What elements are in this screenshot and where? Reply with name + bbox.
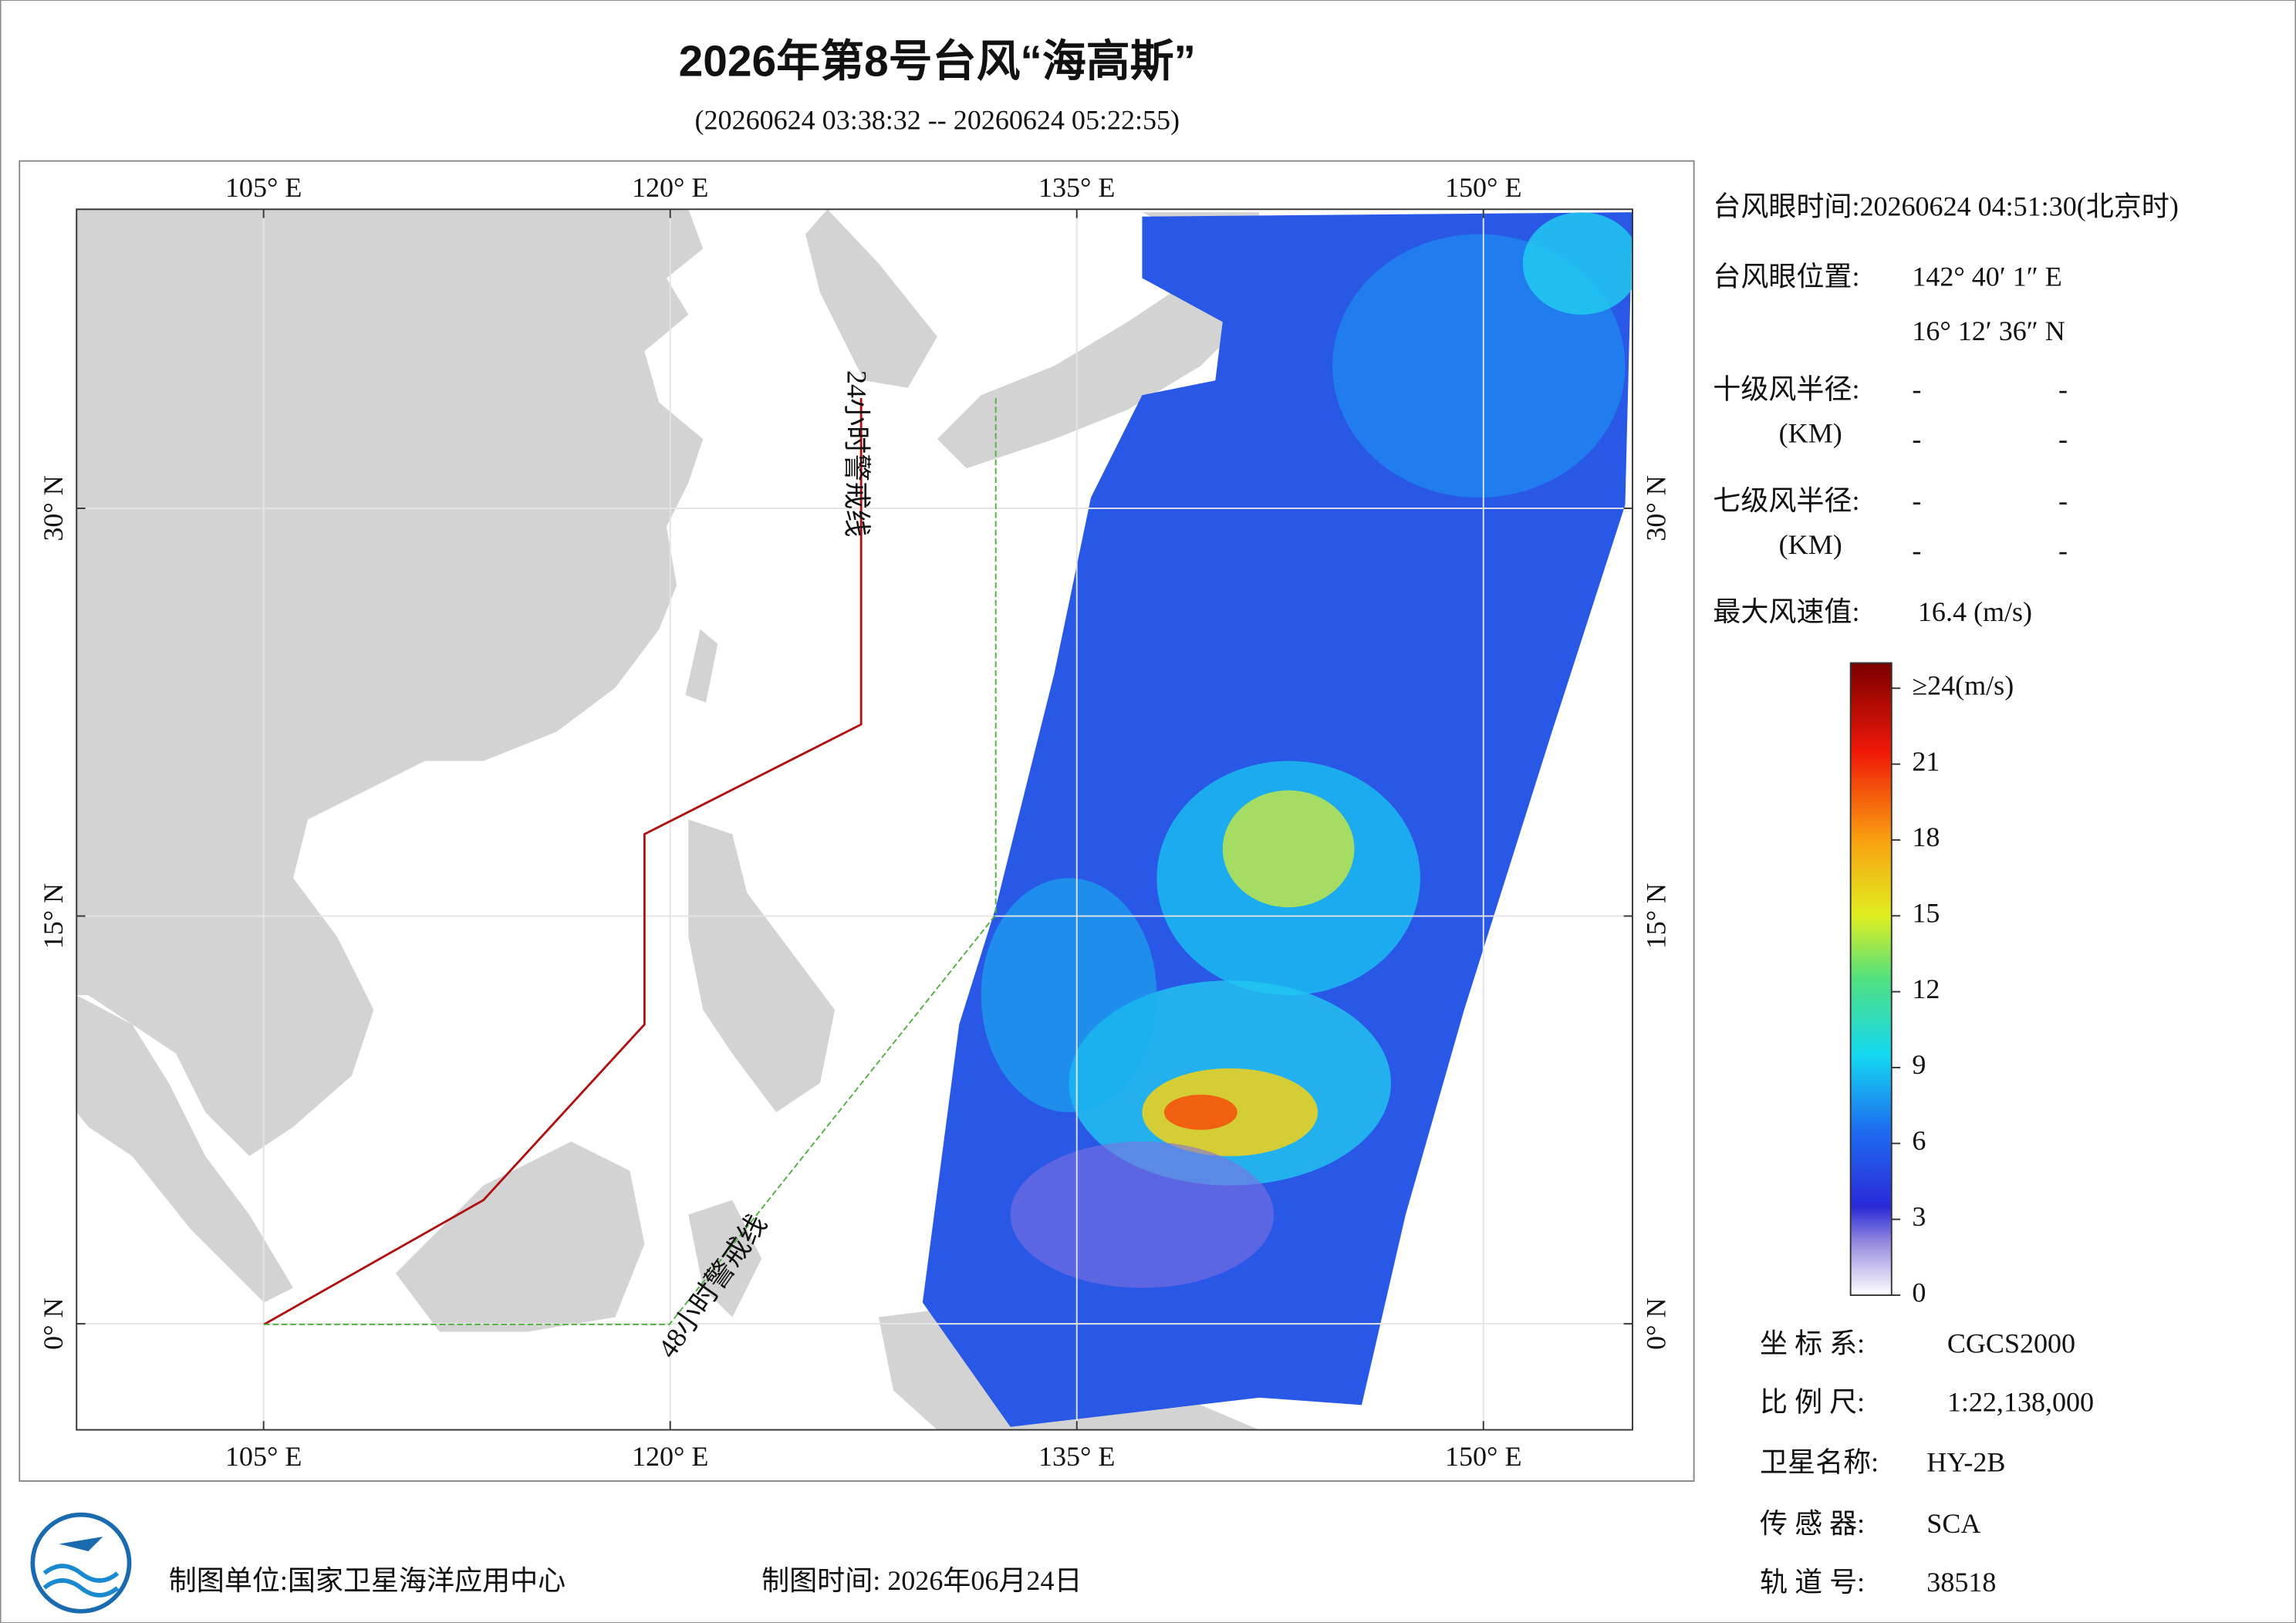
dash: -: [1912, 535, 1921, 565]
philippines: [688, 819, 835, 1112]
sensor-label: 传 感 器:: [1760, 1508, 1865, 1539]
max-label: 最大风速值:: [1713, 596, 1859, 627]
wind-swath: [922, 212, 1633, 1427]
dash: -: [1912, 423, 1921, 454]
colorbar-label: 12: [1912, 973, 1940, 1004]
lon-label: 120° E: [632, 172, 708, 203]
warning-line-48h: [264, 398, 997, 1325]
lon-label: 120° E: [632, 1441, 708, 1472]
colorbar-label: 6: [1912, 1125, 1926, 1156]
sat: HY-2B: [1926, 1446, 2005, 1477]
malay-sumatra: [76, 995, 294, 1303]
lon-label: 105° E: [225, 1441, 302, 1472]
colorbar-ticks: 0 3 6 9 12 15 18 21 ≥24(m/s): [1891, 670, 2014, 1308]
scale: 1:22,138,000: [1947, 1387, 2094, 1418]
r7-label: 七级风半径:: [1713, 485, 1859, 516]
japan: [937, 212, 1260, 469]
colorbar-label: 21: [1912, 746, 1940, 777]
swath-patch: [1010, 1141, 1275, 1288]
km-unit: (KM): [1779, 418, 1842, 449]
korea: [805, 209, 937, 388]
logo-satellite: [59, 1537, 103, 1552]
sulawesi: [688, 1200, 762, 1318]
logo: [30, 1512, 132, 1614]
km-unit: (KM): [1779, 529, 1842, 560]
orbit: 38518: [1926, 1567, 1996, 1598]
sensor: SCA: [1926, 1508, 1980, 1539]
lat-label: 30° N: [38, 475, 69, 541]
colorbar-label: 15: [1912, 898, 1940, 929]
logo-ring: [30, 1512, 132, 1614]
logo-waves: [42, 1564, 120, 1598]
dash: -: [1912, 485, 1921, 516]
colorbar-label: 3: [1912, 1201, 1926, 1232]
map-frame: [19, 160, 1695, 1482]
colorbar-label: 9: [1912, 1049, 1926, 1080]
dash: -: [2058, 374, 2068, 405]
lat-label: 30° N: [1640, 475, 1671, 541]
swath-patch: [981, 878, 1157, 1112]
lat-label: 15° N: [1640, 883, 1671, 949]
colorbar: [1849, 662, 1893, 1296]
lat-label: 0° N: [38, 1297, 69, 1349]
swath-patch: [1163, 1095, 1237, 1130]
eye-pos-label: 台风眼位置:: [1713, 262, 1859, 292]
orbit-label: 轨 道 号:: [1760, 1567, 1865, 1598]
dash: -: [2058, 535, 2068, 565]
subtitle: (20260624 03:38:32 -- 20260624 05:22:55): [695, 105, 1180, 136]
swath-patch: [1522, 212, 1633, 315]
borneo: [395, 1141, 645, 1332]
land: [76, 209, 1260, 1430]
dash: -: [2058, 423, 2068, 454]
warning-line-24h: [263, 398, 863, 1326]
dash: -: [1912, 374, 1921, 405]
sat-label: 卫星名称:: [1760, 1446, 1879, 1477]
lon-label: 135° E: [1038, 1441, 1115, 1472]
lon-label: 135° E: [1038, 172, 1115, 203]
colorbar-label: ≥24(m/s): [1912, 670, 2014, 700]
eye-lon: 142° 40′ 1″ E: [1912, 262, 2061, 292]
scale-label: 比 例 尺:: [1760, 1387, 1865, 1418]
crs: CGCS2000: [1947, 1328, 2075, 1359]
lon-label: 105° E: [225, 172, 302, 203]
colorbar-label: 0: [1912, 1277, 1926, 1308]
eye-time: 台风眼时间:20260624 04:51:30(北京时): [1713, 191, 2179, 222]
map: 24小时警戒线 48小时警戒线: [76, 209, 1633, 1430]
colorbar-label: 18: [1912, 822, 1940, 852]
swath-patch: [1222, 790, 1355, 908]
footer-unit: 制图单位:国家卫星海洋应用中心: [169, 1565, 566, 1596]
eye-lat: 16° 12′ 36″ N: [1912, 315, 2065, 346]
lon-label: 150° E: [1445, 1441, 1521, 1472]
title: 2026年第8号台风“海高斯”: [679, 37, 1196, 86]
lon-label: 150° E: [1445, 172, 1521, 203]
meta: 坐 标 系: CGCS2000 比 例 尺: 1:22,138,000 卫星名称…: [1760, 1328, 2094, 1598]
max-value: 16.4 (m/s): [1918, 596, 2032, 627]
dash: -: [2058, 485, 2068, 516]
footer-date: 制图时间: 2026年06月24日: [761, 1565, 1082, 1596]
r10-label: 十级风半径:: [1713, 374, 1859, 405]
mainland: [76, 209, 704, 1156]
info-panel: 台风眼时间:20260624 04:51:30(北京时) 台风眼位置: 142°…: [1713, 191, 2179, 628]
warning-label-24h: 24小时警戒线: [841, 370, 872, 537]
lat-label: 0° N: [1640, 1297, 1671, 1349]
crs-label: 坐 标 系:: [1760, 1328, 1865, 1359]
map-border: [76, 208, 1633, 1431]
lat-label: 15° N: [38, 883, 69, 949]
map-ticks: 105° E 105° E 120° E 120° E 135° E 135° E 150°…: [38, 172, 1671, 1472]
